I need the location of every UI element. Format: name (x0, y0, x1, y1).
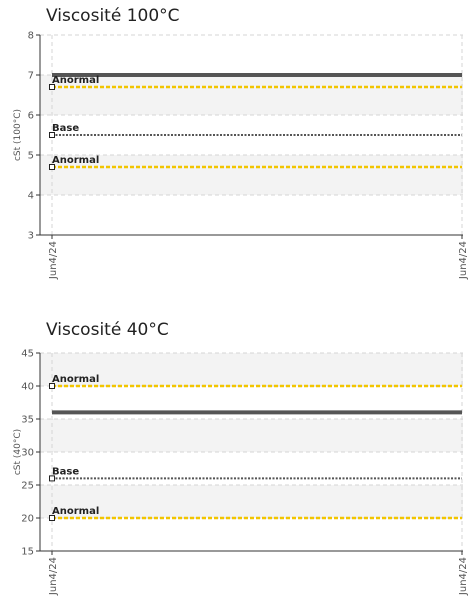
series-label: Anormal (52, 75, 99, 86)
band (40, 75, 463, 115)
y-tick-label: 4 (28, 191, 34, 202)
series-marker (49, 164, 55, 170)
series-marker (49, 475, 55, 482)
band (40, 353, 463, 386)
band (40, 155, 463, 195)
chart-plot-100: 3 4 5 6 7 8 cSt (100°C) Jun4/24 Jun4/24 Anormal Ba… (13, 31, 469, 281)
y-tick-label: 8 (28, 31, 34, 42)
series-label: Base (52, 123, 79, 134)
y-tick-label: 40 (21, 382, 34, 393)
series-label: Anormal (52, 506, 99, 517)
x-tick-label: Jun4/24 (458, 557, 469, 596)
y-tick-label: 45 (21, 349, 34, 360)
series-label: Anormal (52, 374, 99, 385)
y-tick-label: 20 (21, 514, 34, 525)
y-axis-label: cSt (40°C) (13, 429, 23, 475)
series-marker (49, 132, 55, 138)
series-marker (49, 84, 55, 90)
y-tick-label: 25 (21, 481, 34, 492)
band (40, 485, 463, 518)
y-tick-label: 7 (28, 71, 34, 82)
y-tick-label: 30 (21, 448, 34, 459)
y-tick-label: 3 (28, 231, 34, 242)
series-marker (49, 515, 55, 521)
chart-title: Viscosité 40°C (46, 320, 169, 340)
series-label: Base (52, 466, 79, 477)
y-tick-label: 35 (21, 415, 34, 426)
band (40, 419, 463, 452)
x-tick-label: Jun4/24 (48, 557, 59, 596)
y-axis-label: cSt (100°C) (13, 109, 23, 161)
x-tick-label: Jun4/24 (48, 241, 59, 280)
series-marker (49, 383, 55, 389)
y-tick-label: 6 (28, 111, 34, 122)
series-label: Anormal (52, 155, 99, 166)
chart-title: Viscosité 100°C (46, 6, 180, 26)
x-tick-label: Jun4/24 (458, 241, 469, 280)
y-tick-label: 15 (21, 547, 34, 558)
y-tick-label: 5 (28, 151, 34, 162)
